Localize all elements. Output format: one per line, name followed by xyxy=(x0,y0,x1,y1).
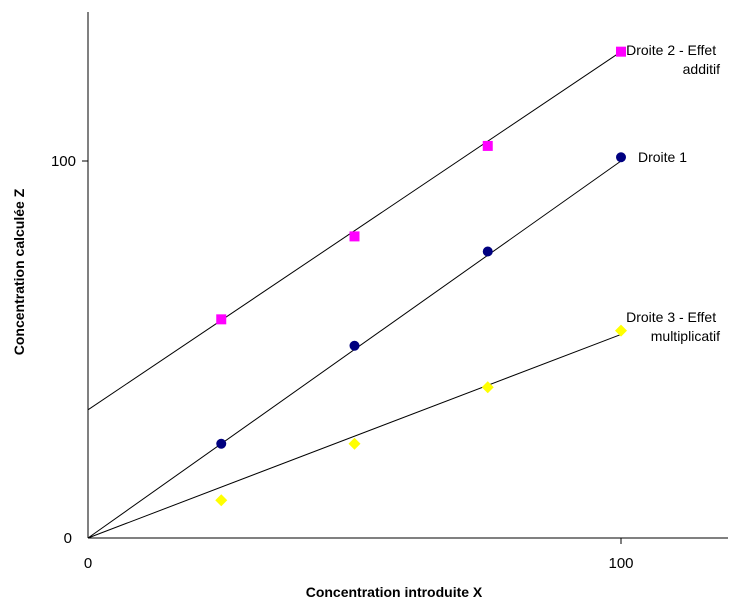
droite-1-point-4 xyxy=(616,152,626,163)
y-tick-label-100: 100 xyxy=(51,153,76,170)
droite-1-point-3 xyxy=(482,246,493,257)
series-label-droite-3-line-1: Droite 3 - Effet xyxy=(626,309,716,325)
droite-2-effet-point-2 xyxy=(349,231,360,242)
droite-2-effet-point-4 xyxy=(616,46,626,57)
axes: 0 100 0 100 Concentration introduite X C… xyxy=(11,12,728,600)
droite-2-effet-trend-line xyxy=(87,51,622,411)
droite-3-effet-point-3 xyxy=(481,381,494,394)
droite-2-effet-point-1 xyxy=(216,314,227,325)
droite-3-effet-trend-line xyxy=(87,333,622,539)
droite-2-effet-point-3 xyxy=(482,140,493,151)
series-label-droite-1-line-1: Droite 1 xyxy=(638,149,687,165)
series-label-droite-3: Droite 3 - Effet multiplicatif xyxy=(626,309,720,344)
y-tick-label-0: 0 xyxy=(64,530,72,547)
droite-3-effet-point-2 xyxy=(348,437,361,450)
series-label-droite-3-line-2: multiplicatif xyxy=(651,328,720,344)
plot-area xyxy=(87,46,627,539)
series-label-droite-2-line-1: Droite 2 - Effet xyxy=(626,42,716,58)
x-tick-label-0: 0 xyxy=(84,555,92,572)
x-tick-label-100: 100 xyxy=(608,555,633,572)
droite-3-effet-point-1 xyxy=(215,494,228,507)
series-labels: Droite 2 - Effet additif Droite 1 Droite… xyxy=(626,42,720,344)
series-label-droite-1: Droite 1 xyxy=(638,149,687,165)
x-axis-title: Concentration introduite X xyxy=(306,584,483,600)
series-label-droite-2-line-2: additif xyxy=(683,61,720,77)
series-label-droite-2: Droite 2 - Effet additif xyxy=(626,42,720,77)
droite-1-point-2 xyxy=(349,340,360,351)
y-axis-title: Concentration calculée Z xyxy=(11,188,27,355)
droite-1-point-1 xyxy=(216,438,227,449)
droite-3-effet-point-4 xyxy=(615,324,627,337)
